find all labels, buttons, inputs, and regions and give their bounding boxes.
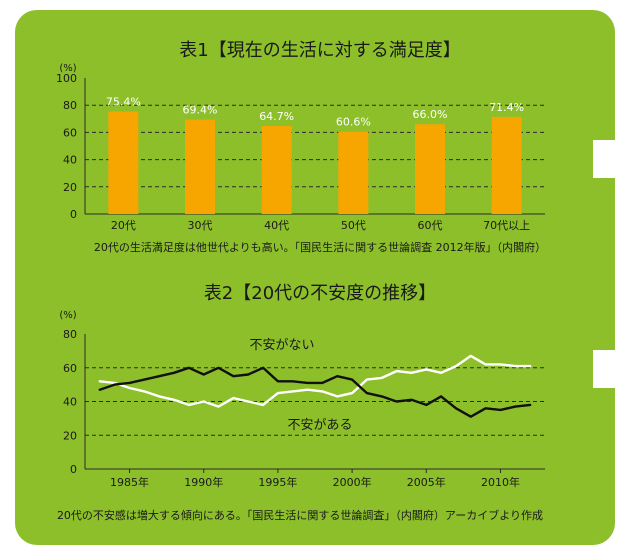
chart2-plot: 0 20 40 60 80 1985年 1990年 1995年 2000年 2005年 2010年 — [63, 328, 545, 489]
chart1-bar — [108, 111, 139, 214]
chart1-title: 表1【現在の生活に対する満足度】 — [179, 40, 460, 61]
chart2-xtick-label: 2005年 — [407, 475, 446, 489]
chart1-caption: 20代の生活満足度は他世代よりも高い。「国民生活に関する世論調査 2012年版」… — [94, 240, 546, 254]
chart1-value-label: 64.7% — [259, 110, 294, 123]
chart1-unit-label: (%) — [59, 63, 76, 74]
chart1-bar — [415, 124, 445, 214]
chart1-category-label: 50代 — [341, 219, 366, 232]
chart1-value-label: 75.4% — [106, 95, 141, 108]
chart2-xtick-label: 2000年 — [333, 475, 372, 489]
chart1-ytick-label: 0 — [70, 208, 77, 221]
panel-notch-top — [593, 140, 615, 178]
chart2-line-no-anxiety — [98, 354, 532, 408]
chart2-title: 表2【20代の不安度の推移】 — [204, 283, 436, 304]
chart2-ytick-label: 80 — [63, 328, 77, 341]
chart1-category-label: 20代 — [111, 219, 136, 232]
chart1-plot: 0 20 40 60 80 100 75.4% 20代 69.4% 30代 64.7% 40代 60.6… — [56, 72, 545, 232]
chart1-category-label: 60代 — [418, 219, 443, 232]
chart1-bar — [261, 126, 292, 214]
chart2-xtick-label: 1990年 — [184, 475, 223, 489]
chart2-line-anxiety — [98, 366, 532, 418]
series-label-anxiety: 不安がある — [287, 418, 352, 433]
chart1-ytick-label: 20 — [63, 181, 77, 194]
chart1-category-label: 30代 — [188, 219, 213, 232]
chart1-ytick-label: 40 — [63, 154, 77, 167]
chart1-value-label: 66.0% — [413, 108, 448, 121]
chart1-bar — [491, 116, 522, 214]
chart1-value-label: 71.4% — [489, 101, 524, 114]
chart-panel — [15, 10, 615, 545]
chart2-xtick-label: 1985年 — [110, 475, 149, 489]
chart1-value-label: 69.4% — [183, 104, 218, 117]
chart1-bar — [338, 131, 369, 214]
chart1-ytick-label: 60 — [63, 126, 77, 139]
series-label-no-anxiety: 不安がない — [249, 338, 314, 353]
chart2-ytick-label: 0 — [70, 463, 77, 476]
chart1-category-label: 40代 — [264, 219, 289, 232]
chart1-value-label: 60.6% — [336, 116, 371, 129]
chart2-ytick-label: 60 — [63, 362, 77, 375]
panel-notch-bottom — [593, 350, 615, 388]
chart2-ytick-label: 20 — [63, 429, 77, 442]
chart2-caption: 20代の不安感は増大する傾向にある。「国民生活に関する世論調査」（内閣府）アーカ… — [57, 508, 543, 522]
chart2-unit-label: (%) — [59, 310, 76, 321]
chart2-ytick-label: 40 — [63, 396, 77, 409]
chart1-ytick-label: 100 — [56, 72, 77, 85]
chart1-ytick-label: 80 — [63, 99, 77, 112]
chart2-xtick-label: 1995年 — [258, 475, 297, 489]
chart2-xtick-label: 2010年 — [481, 475, 520, 489]
chart1-category-label: 70代以上 — [483, 219, 530, 232]
chart1-bar — [185, 119, 215, 214]
